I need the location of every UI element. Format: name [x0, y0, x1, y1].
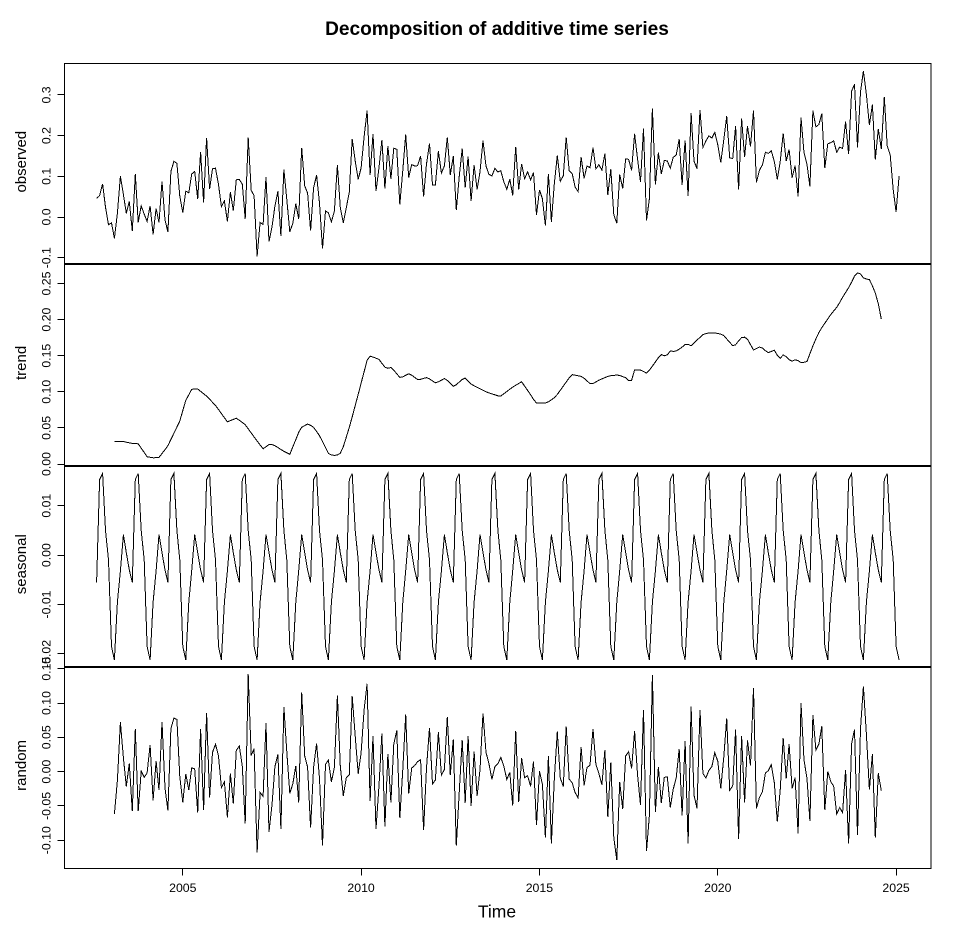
svg-text:0.0: 0.0 [40, 208, 54, 225]
svg-text:trend: trend [13, 346, 30, 380]
svg-text:observed: observed [13, 131, 30, 193]
svg-text:0.10: 0.10 [40, 691, 54, 715]
svg-text:-0.02: -0.02 [40, 640, 54, 668]
svg-text:seasonal: seasonal [13, 534, 30, 594]
svg-text:-0.05: -0.05 [40, 792, 54, 820]
svg-text:0.00: 0.00 [40, 759, 54, 783]
svg-text:0.25: 0.25 [40, 271, 54, 295]
svg-text:0.10: 0.10 [40, 380, 54, 404]
svg-text:0.2: 0.2 [40, 127, 54, 144]
svg-text:-0.1: -0.1 [40, 247, 54, 268]
svg-text:0.05: 0.05 [40, 416, 54, 440]
svg-text:random: random [13, 740, 30, 791]
svg-text:0.3: 0.3 [40, 86, 54, 103]
svg-text:-0.10: -0.10 [40, 826, 54, 854]
svg-text:2005: 2005 [169, 881, 197, 895]
svg-text:-0.01: -0.01 [40, 590, 54, 618]
svg-text:2015: 2015 [526, 881, 554, 895]
svg-text:0.05: 0.05 [40, 725, 54, 749]
svg-text:2010: 2010 [347, 881, 375, 895]
svg-text:Decomposition of additive time: Decomposition of additive time series [325, 19, 669, 40]
svg-text:2020: 2020 [704, 881, 732, 895]
svg-text:0.01: 0.01 [40, 494, 54, 518]
svg-text:Time: Time [478, 902, 516, 922]
svg-text:0.00: 0.00 [40, 543, 54, 567]
svg-text:0.20: 0.20 [40, 307, 54, 331]
svg-text:0.15: 0.15 [40, 344, 54, 368]
svg-text:0.1: 0.1 [40, 168, 54, 185]
svg-text:0.15: 0.15 [40, 657, 54, 681]
svg-text:2025: 2025 [882, 881, 910, 895]
svg-text:0.00: 0.00 [40, 452, 54, 476]
